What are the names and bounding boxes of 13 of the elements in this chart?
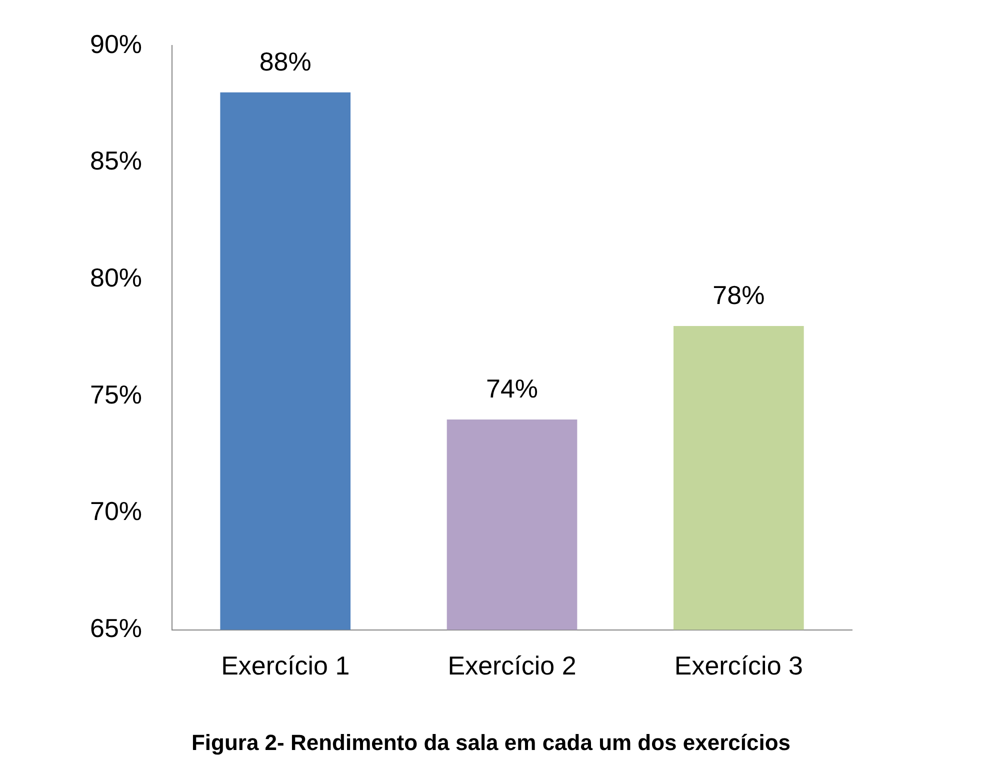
y-tick-label: 90% bbox=[90, 28, 142, 59]
y-tick-label: 75% bbox=[90, 379, 142, 410]
data-label: 88% bbox=[259, 46, 312, 77]
y-tick-label: 65% bbox=[90, 612, 142, 643]
data-label: 78% bbox=[712, 280, 765, 310]
y-tick-label: 85% bbox=[90, 146, 142, 176]
y-tick-label: 70% bbox=[90, 496, 142, 526]
x-tick-label: Exercício 1 bbox=[221, 650, 350, 681]
x-tick-label: Exercício 3 bbox=[674, 650, 803, 681]
data-label: 74% bbox=[486, 374, 538, 404]
y-tick-label: 80% bbox=[90, 262, 142, 292]
x-tick-label: Exercício 2 bbox=[448, 650, 576, 681]
text: Figura 2- Rendimento da sala em cada um dos exercícios bbox=[190, 730, 792, 756]
